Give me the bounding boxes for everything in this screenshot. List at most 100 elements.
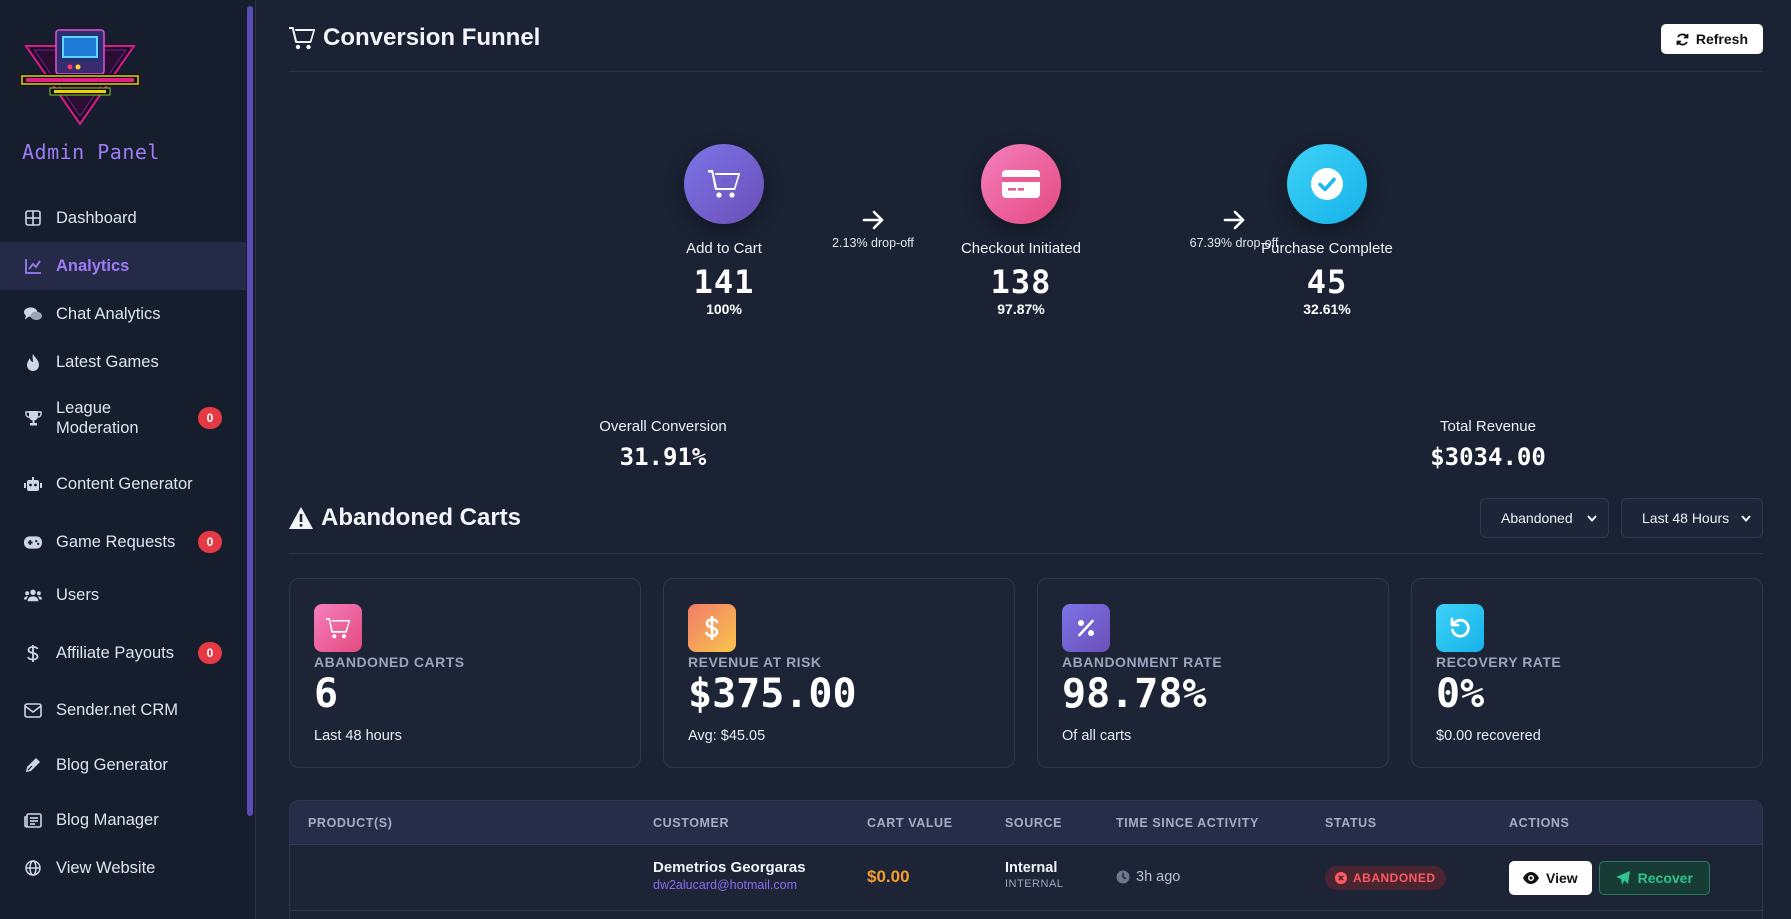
sidebar-item-view-website[interactable]: View Website <box>0 848 246 888</box>
column-header-time[interactable]: TIME SINCE ACTIVITY <box>1116 816 1259 830</box>
gamepad-icon <box>24 533 42 551</box>
sidebar-scrollbar[interactable] <box>247 6 253 816</box>
eye-icon <box>1523 872 1539 884</box>
chevron-down-icon <box>1741 515 1751 523</box>
overall-conversion-value: 31.91% <box>619 443 707 471</box>
sidebar-item-label: Content Generator <box>56 475 193 493</box>
logo[interactable] <box>20 28 140 126</box>
cell-status: ABANDONED <box>1325 866 1446 890</box>
affiliate-payouts-badge: 0 <box>198 642 222 664</box>
main-content: Conversion Funnel Refresh Add to Cart 14… <box>289 0 1763 919</box>
cell-actions: View Recover <box>1509 861 1710 895</box>
column-header-source[interactable]: SOURCE <box>1005 816 1063 830</box>
sidebar-item-sender-crm[interactable]: Sender.net CRM <box>0 682 246 738</box>
undo-icon <box>1436 604 1484 652</box>
funnel-title: Conversion Funnel <box>289 24 540 52</box>
customer-email-link[interactable]: dw2alucard@hotmail.com <box>653 878 798 892</box>
dollar-icon <box>688 604 736 652</box>
sidebar-item-label: Affiliate Payouts <box>56 644 175 662</box>
sidebar-item-blog-manager[interactable]: Blog Manager <box>0 792 246 848</box>
sidebar-item-label: Sender.net CRM <box>56 701 178 719</box>
column-header-cart-value[interactable]: CART VALUE <box>867 816 953 830</box>
brand-title: Admin Panel <box>22 140 160 164</box>
check-circle-icon <box>1287 144 1367 224</box>
funnel-step-count: 141 <box>693 263 755 301</box>
sidebar-item-game-requests[interactable]: Game Requests 0 <box>0 518 246 566</box>
funnel-step-percent: 100% <box>706 301 742 317</box>
sidebar-item-affiliate-payouts[interactable]: Affiliate Payouts 0 <box>0 624 246 682</box>
stat-label: REVENUE AT RISK <box>688 654 822 670</box>
recover-label: Recover <box>1637 870 1693 886</box>
funnel-dropoff-2: 67.39% drop-off <box>1174 210 1294 250</box>
funnel-step-add-to-cart: Add to Cart 141 100% <box>644 144 804 317</box>
stat-label: ABANDONED CARTS <box>314 654 465 670</box>
pen-icon <box>24 756 42 774</box>
stat-sub: $0.00 recovered <box>1436 728 1541 744</box>
envelope-icon <box>24 701 42 719</box>
sidebar-item-league-moderation[interactable]: League Moderation 0 <box>0 386 246 450</box>
stat-value: 0% <box>1436 671 1485 717</box>
column-header-products[interactable]: PRODUCT(S) <box>308 816 393 830</box>
source-type: INTERNAL <box>1005 878 1064 890</box>
stat-value: $375.00 <box>688 671 857 717</box>
source-name: Internal <box>1005 860 1058 876</box>
arrow-right-icon <box>862 210 884 230</box>
refresh-icon <box>1676 33 1689 45</box>
funnel-header: Conversion Funnel Refresh <box>289 0 1763 72</box>
cell-source: Internal INTERNAL <box>1005 860 1063 890</box>
shopping-cart-icon <box>289 27 315 50</box>
refresh-button[interactable]: Refresh <box>1660 24 1763 54</box>
sidebar-nav: Dashboard Analytics Chat Analytics Lates… <box>0 194 246 888</box>
sidebar-item-content-generator[interactable]: Content Generator <box>0 450 246 518</box>
x-circle-icon <box>1335 872 1347 884</box>
sidebar-item-label: Users <box>56 586 100 604</box>
sidebar-item-label: Game Requests <box>56 533 176 551</box>
time-filter-select[interactable]: Last 48 Hours <box>1621 498 1763 538</box>
column-header-status[interactable]: STATUS <box>1325 816 1377 830</box>
sidebar-item-blog-generator[interactable]: Blog Generator <box>0 738 246 792</box>
status-text: ABANDONED <box>1353 871 1436 885</box>
dollar-icon <box>24 644 42 662</box>
dropoff-text: 67.39% drop-off <box>1189 236 1279 250</box>
sidebar-item-latest-games[interactable]: Latest Games <box>0 338 246 386</box>
sidebar-item-label: Blog Generator <box>56 756 168 774</box>
status-filter-select[interactable]: Abandoned <box>1480 498 1609 538</box>
sidebar-item-analytics[interactable]: Analytics <box>0 242 246 290</box>
stat-value: 6 <box>314 671 339 717</box>
globe-icon <box>24 859 42 877</box>
status-badge: ABANDONED <box>1325 866 1446 890</box>
game-requests-badge: 0 <box>198 531 222 553</box>
users-icon <box>24 586 42 604</box>
chevron-down-icon <box>1587 515 1597 523</box>
cell-time: 3h ago <box>1116 869 1180 885</box>
sidebar-item-users[interactable]: Users <box>0 566 246 624</box>
funnel-step-label: Add to Cart <box>686 240 762 257</box>
view-button[interactable]: View <box>1509 861 1592 895</box>
abandoned-carts-table: PRODUCT(S) CUSTOMER CART VALUE SOURCE TI… <box>289 800 1763 919</box>
newspaper-icon <box>24 811 42 829</box>
total-revenue-value: $3034.00 <box>1430 443 1546 471</box>
sidebar-item-chat-analytics[interactable]: Chat Analytics <box>0 290 246 338</box>
sidebar-item-label: Chat Analytics <box>56 305 161 323</box>
total-revenue-label: Total Revenue <box>1440 418 1536 435</box>
stat-sub: Of all carts <box>1062 728 1132 744</box>
cell-customer: Demetrios Georgaras dw2alucard@hotmail.c… <box>653 859 806 892</box>
trophy-icon <box>24 409 42 427</box>
funnel-step-checkout: Checkout Initiated 138 97.87% <box>941 144 1101 317</box>
stat-card-abandoned-carts: ABANDONED CARTS 6 Last 48 hours <box>289 578 641 768</box>
stat-label: RECOVERY RATE <box>1436 654 1562 670</box>
cart-icon <box>314 604 362 652</box>
sidebar-item-dashboard[interactable]: Dashboard <box>0 194 246 242</box>
recover-button[interactable]: Recover <box>1598 861 1710 895</box>
abandoned-header: Abandoned Carts <box>289 480 1763 554</box>
funnel-step-label: Purchase Complete <box>1261 240 1393 257</box>
dropoff-text: 2.13% drop-off <box>832 236 914 250</box>
robot-icon <box>24 475 42 493</box>
total-revenue: Total Revenue $3034.00 <box>1388 418 1588 471</box>
column-header-customer[interactable]: CUSTOMER <box>653 816 730 830</box>
chart-line-icon <box>24 257 42 275</box>
overall-conversion-label: Overall Conversion <box>599 418 727 435</box>
cell-cart-value: $0.00 <box>867 867 910 886</box>
funnel-step-percent: 97.87% <box>997 301 1045 317</box>
funnel-step-purchase: Purchase Complete 45 32.61% <box>1247 144 1407 317</box>
